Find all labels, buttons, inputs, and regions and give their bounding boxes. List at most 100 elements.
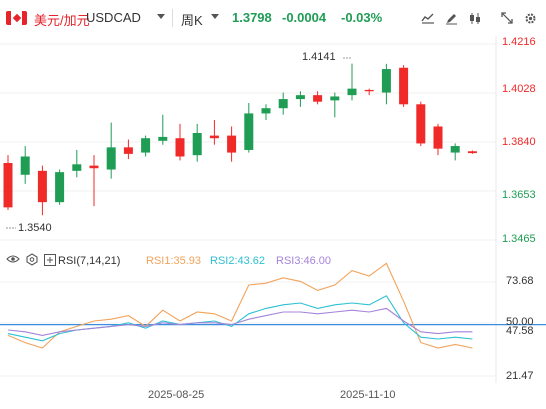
period-dropdown-icon[interactable] xyxy=(211,14,219,19)
candle xyxy=(381,63,391,105)
high-price-label: 1.4141 xyxy=(302,51,336,63)
candle xyxy=(20,146,30,184)
candle-body xyxy=(141,138,151,153)
pencil-icon[interactable] xyxy=(441,8,461,28)
candle xyxy=(175,123,185,161)
price-change-pct: -0.03% xyxy=(341,10,383,25)
candle xyxy=(123,139,133,160)
candle xyxy=(72,149,82,178)
candle xyxy=(106,122,116,179)
candle xyxy=(313,91,323,105)
candle xyxy=(37,165,47,216)
candle-body xyxy=(313,95,323,102)
candle-body xyxy=(37,170,47,203)
line-chart-icon[interactable] xyxy=(418,8,438,28)
candlestick-plot[interactable] xyxy=(0,36,546,248)
candle xyxy=(416,101,426,147)
candle-body xyxy=(364,89,374,92)
fullscreen-icon[interactable] xyxy=(497,8,517,28)
candle-body xyxy=(433,126,443,149)
candle-body xyxy=(399,67,409,105)
candle xyxy=(89,155,99,207)
rsi1-line xyxy=(7,262,473,349)
settings-icon[interactable] xyxy=(520,8,540,28)
candle-body xyxy=(158,136,168,141)
candle-body xyxy=(192,132,202,156)
rsi-axis-label: 47.58 xyxy=(506,325,534,337)
candle-body xyxy=(20,156,30,175)
x-axis-label: 2025-08-25 xyxy=(148,389,205,401)
candle-body xyxy=(72,164,82,171)
price-axis-label: 1.3840 xyxy=(502,136,536,148)
candle xyxy=(433,123,443,156)
candle-body xyxy=(261,108,271,114)
current-price: 1.3798 xyxy=(232,10,272,25)
price-axis-label: 1.3465 xyxy=(502,233,536,245)
eye-icon[interactable] xyxy=(6,253,20,268)
candle-body xyxy=(347,88,357,96)
candlestick-icon[interactable] xyxy=(465,8,485,28)
candle xyxy=(347,63,357,101)
candle xyxy=(399,65,409,107)
candle xyxy=(278,92,288,115)
candle-body xyxy=(209,135,219,139)
candlestick-chart[interactable]: 1.4216 1.4028 1.3840 1.3653 1.3465 1.414… xyxy=(0,36,546,248)
rsi3-line xyxy=(7,307,473,336)
candle-body xyxy=(295,95,305,100)
rsi-grid xyxy=(0,281,496,377)
symbol-code[interactable]: USDCAD xyxy=(86,10,141,25)
candle xyxy=(192,123,202,162)
candle-body xyxy=(106,147,116,170)
rsi-plot[interactable] xyxy=(0,248,546,383)
candle xyxy=(330,92,340,118)
candle-body xyxy=(175,138,185,157)
chart-header: 美元/加元 USDCAD 周K 1.3798 -0.0004 -0.03% xyxy=(0,0,546,36)
candle-body xyxy=(227,135,237,153)
header-divider xyxy=(172,9,173,27)
candle-body xyxy=(244,113,254,150)
price-axis-label: 1.4216 xyxy=(502,36,536,48)
candle xyxy=(261,104,271,120)
low-price-label: 1.3540 xyxy=(18,222,52,234)
candle xyxy=(141,135,151,157)
rsi2-value: RSI2:43.62 xyxy=(210,255,266,267)
rsi3-value: RSI3:46.00 xyxy=(276,255,332,267)
candle-body xyxy=(89,165,99,169)
candle xyxy=(467,150,477,154)
rsi-axis-label: 73.68 xyxy=(506,275,534,287)
candle xyxy=(364,88,374,96)
candle-body xyxy=(3,163,13,208)
rsi-chart[interactable]: 73.68 50.00 47.58 21.47 xyxy=(0,248,546,383)
candle-body xyxy=(278,99,288,109)
rsi-title: RSI(7,14,21) xyxy=(58,255,121,267)
candle xyxy=(3,155,13,210)
rsi-legend: RSI(7,14,21) RSI1:35.93 RSI2:43.62 RSI3:… xyxy=(0,252,546,270)
period-selector[interactable]: 周K xyxy=(181,13,203,28)
symbol-dropdown-icon[interactable] xyxy=(157,14,165,19)
price-axis-label: 1.4028 xyxy=(502,83,536,95)
candle xyxy=(209,119,219,145)
price-axis-label: 1.3653 xyxy=(502,189,536,201)
candle-body xyxy=(123,147,133,154)
candle-body xyxy=(416,104,426,144)
canada-flag-icon xyxy=(6,11,27,25)
rsi1-value: RSI1:35.93 xyxy=(146,255,202,267)
indicator-settings-icon[interactable] xyxy=(26,253,38,269)
candle-body xyxy=(330,96,340,101)
candle-body xyxy=(381,69,391,93)
rsi-axis-label: 50.00 xyxy=(506,316,534,328)
candle xyxy=(227,126,237,162)
candle xyxy=(450,143,460,161)
candle xyxy=(55,169,65,205)
candle-body xyxy=(55,172,65,203)
candle-body xyxy=(467,151,477,154)
candle-body xyxy=(450,146,460,153)
add-indicator-icon[interactable] xyxy=(44,254,56,269)
candle xyxy=(295,91,305,107)
price-grid xyxy=(0,43,496,241)
candle xyxy=(244,102,254,153)
x-axis-label: 2025-11-10 xyxy=(340,389,396,401)
price-change: -0.0004 xyxy=(282,10,327,25)
candle xyxy=(158,114,168,145)
symbol-name-cn[interactable]: 美元/加元 xyxy=(34,13,90,28)
